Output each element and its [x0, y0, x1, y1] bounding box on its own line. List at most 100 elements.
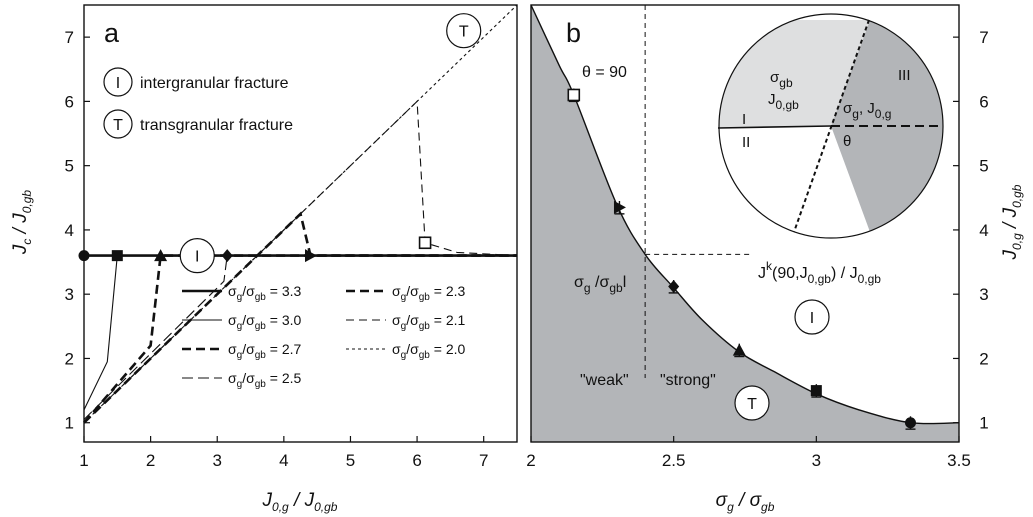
inset-region-II-label: II	[742, 134, 750, 151]
a-xtick-label-1: 2	[146, 451, 155, 470]
a-region-label-1: T	[459, 24, 469, 41]
a-xtick-label-6: 7	[479, 451, 488, 470]
b-ytick-label-4: 5	[979, 157, 988, 176]
panel-b-letter: b	[566, 18, 581, 48]
legend-label-0: σg/σgb = 3.3	[228, 283, 301, 303]
data-point-5	[904, 417, 916, 429]
legend-label-3: σg/σgb = 2.5	[228, 370, 301, 390]
series-line-4	[83, 211, 517, 424]
a-xtick-label-0: 1	[79, 451, 88, 470]
inset-theta-label: θ	[843, 133, 851, 150]
region-T-circle-b	[734, 385, 770, 421]
inset-diagram: I II III θ σgb J0,gb σg, J0,g	[717, 13, 944, 239]
a-ytick-label-6: 7	[65, 28, 74, 47]
panel-b-xlabel: σg / σgb	[716, 490, 775, 514]
region-T-text-b: T	[747, 396, 757, 413]
strong-label: "strong"	[660, 372, 716, 389]
region-T-marker-b: T	[734, 385, 770, 421]
legend-label-6: σg/σgb = 2.0	[392, 341, 465, 361]
inset-sigma-gb-label: σgb	[770, 69, 793, 90]
inset-g-label: σg, J0,g	[843, 100, 891, 121]
panel-b-ylabel: J0,g / J0,gb	[1000, 184, 1024, 260]
legend-label-1: σg/σgb = 3.0	[228, 312, 301, 332]
b-ytick-label-2: 3	[979, 285, 988, 304]
panel-b: 2 2.5 3 3.5 1 2 3 4 5 6 7 b θ = 90 σg /σgbl Jk(90,…	[526, 4, 1024, 514]
panel-a-ticks: 1 2 3 4 5 6 7 1 2 3 4 5 6 7	[65, 28, 489, 470]
a-region-label-0: I	[195, 249, 199, 266]
regime-key-transgranular: T transgranular fracture	[103, 109, 293, 139]
critical-jk-label: Jk(90,J0,gb) / J0,gb	[758, 259, 881, 286]
panel-a-region-labels: IT	[179, 13, 482, 274]
transgranular-text: transgranular fracture	[140, 117, 293, 134]
panel-b-ticks: 2 2.5 3 3.5 1 2 3 4 5 6 7	[526, 28, 988, 470]
inset-region-I-label: I	[742, 111, 746, 128]
b-xtick-label-3: 3.5	[947, 451, 971, 470]
panel-b-points	[567, 88, 916, 430]
series-marker-2	[154, 249, 168, 262]
data-point-0	[567, 88, 581, 102]
regime-key-intergranular: I intergranular fracture	[103, 67, 289, 97]
a-ytick-label-1: 2	[65, 349, 74, 368]
series-marker-4	[304, 249, 317, 263]
legend-label-4: σg/σgb = 2.3	[392, 283, 465, 303]
a-xtick-label-3: 4	[279, 451, 288, 470]
panel-a-ylabel: Jc / J0,gb	[10, 190, 34, 256]
b-ytick-label-0: 1	[979, 414, 988, 433]
theta-90-label: θ = 90	[582, 64, 627, 81]
data-point-3	[732, 343, 746, 356]
a-region-circle-0	[179, 238, 215, 274]
b-ytick-label-5: 6	[979, 92, 988, 111]
panel-a: 1 2 3 4 5 6 7 1 2 3 4 5 6 7 a I intergranular fractur…	[10, 4, 518, 514]
series-line-1	[83, 255, 517, 411]
transgranular-symbol: T	[113, 117, 123, 134]
weak-label: "weak"	[580, 372, 629, 389]
b-xtick-label-2: 3	[812, 451, 821, 470]
inset-region-III-label: III	[898, 67, 911, 84]
series-marker-5	[418, 236, 432, 250]
series-line-3	[83, 255, 517, 420]
b-xtick-label-0: 2	[526, 451, 535, 470]
a-ytick-label-0: 1	[65, 414, 74, 433]
critical-guides	[644, 5, 752, 378]
region-I-text-b: I	[810, 310, 814, 327]
series-line-6	[83, 4, 518, 424]
series-marker-3	[221, 249, 233, 263]
series-line-2	[83, 254, 517, 424]
critical-ratio-label: σg /σgbl	[574, 274, 626, 295]
data-point-2	[668, 279, 680, 293]
b-ytick-label-3: 4	[979, 221, 988, 240]
inset-j-gb-label: J0,gb	[768, 91, 799, 112]
inset-boundary-I-II	[717, 125, 832, 129]
region-I-marker-b: I	[794, 299, 830, 335]
b-ytick-label-1: 2	[979, 349, 988, 368]
a-xtick-label-4: 5	[346, 451, 355, 470]
transgranular-symbol-circle	[103, 109, 133, 139]
b-ytick-label-6: 7	[979, 28, 988, 47]
data-point-4	[810, 385, 822, 397]
transgranular-region-fill	[531, 5, 959, 442]
a-xtick-label-2: 3	[212, 451, 221, 470]
legend-label-2: σg/σgb = 2.7	[228, 341, 301, 361]
legend-label-5: σg/σgb = 2.1	[392, 312, 465, 332]
a-ytick-label-2: 3	[65, 285, 74, 304]
inset-circle	[718, 13, 944, 239]
a-ytick-label-4: 5	[65, 157, 74, 176]
intergranular-symbol: I	[116, 75, 120, 92]
panel-b-frame	[530, 4, 960, 443]
panel-a-frame	[83, 4, 518, 443]
a-ytick-label-3: 4	[65, 221, 74, 240]
panel-a-curves	[83, 4, 518, 424]
a-region-circle-1	[446, 13, 482, 49]
panel-a-legend: σg/σgb = 3.3 σg/σgb = 3.0 σg/σgb = 2.7 σg/σ…	[182, 283, 465, 390]
region-I-circle-b	[794, 299, 830, 335]
intergranular-symbol-circle	[103, 67, 133, 97]
b-xtick-label-1: 2.5	[662, 451, 686, 470]
panel-a-xlabel: J0,g / J0,gb	[262, 490, 338, 514]
intergranular-text: intergranular fracture	[140, 75, 289, 92]
series-marker-1	[111, 250, 123, 262]
inset-boundary-gb	[793, 19, 870, 233]
a-xtick-label-5: 6	[412, 451, 421, 470]
panel-a-letter: a	[104, 18, 120, 48]
a-ytick-label-5: 6	[65, 92, 74, 111]
